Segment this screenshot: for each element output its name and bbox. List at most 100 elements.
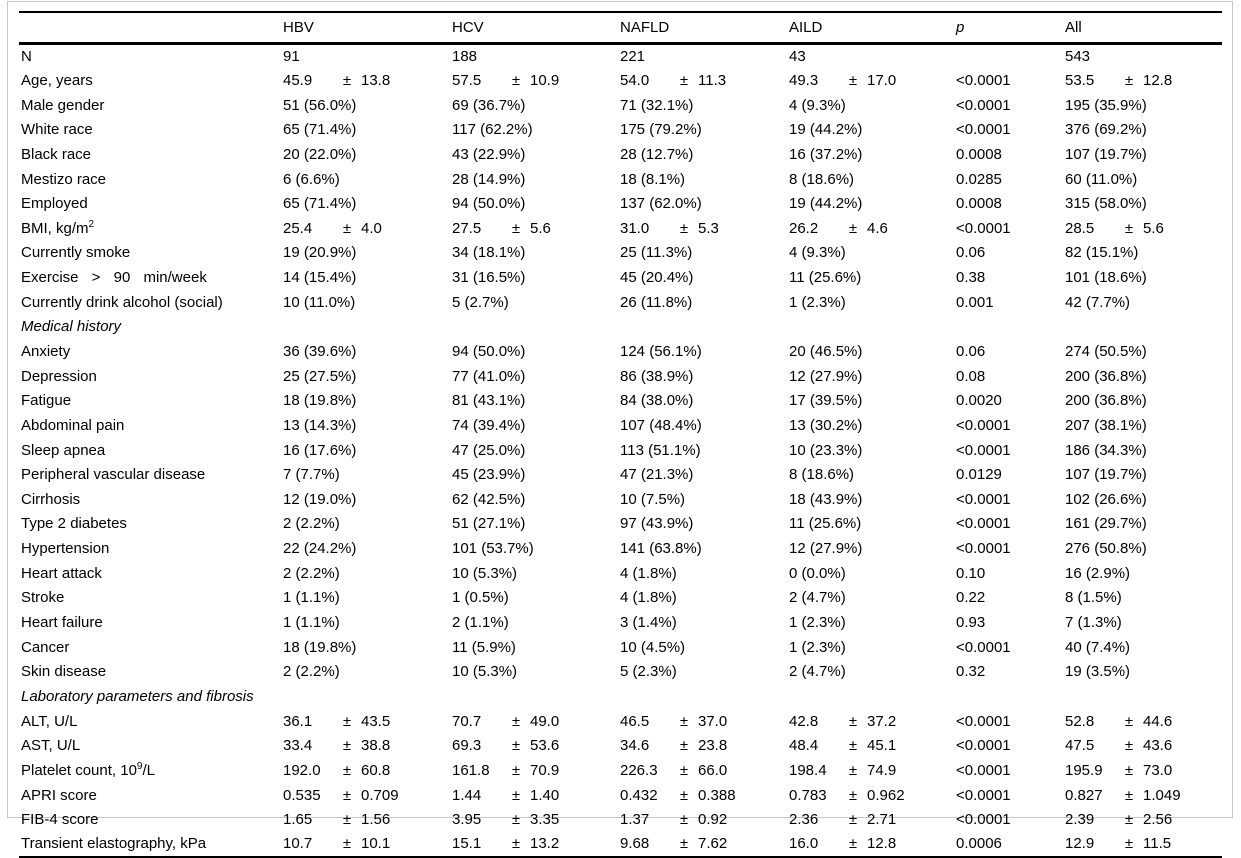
cell-hcv: 10 (5.3%) xyxy=(452,663,518,681)
mean-sd-value: 34.6 ±23.8 xyxy=(620,737,727,754)
cell-hcv: 57.5 ±10.9 xyxy=(452,68,620,93)
row-label: Type 2 diabetes xyxy=(21,515,127,533)
sd-value: 74.9 xyxy=(867,761,897,779)
cell-all: 28.5 ±5.6 xyxy=(1065,216,1222,241)
plus-minus-sign: ± xyxy=(848,219,858,237)
cell-aild: 12 (27.9%) xyxy=(789,540,863,558)
column-header-rowlabel xyxy=(19,12,283,45)
row-label: Black race xyxy=(21,145,92,163)
cell-nafld: 34.6 ±23.8 xyxy=(620,733,789,758)
mean-value: 195.9 xyxy=(1065,761,1103,779)
cell-aild: 11 (25.6%) xyxy=(789,269,862,287)
cell-p: <0.0001 xyxy=(956,121,1011,139)
plus-minus-sign: ± xyxy=(342,712,352,730)
cell-hcv: 34 (18.1%) xyxy=(452,244,526,262)
mean-sd-value: 2.39 ±2.56 xyxy=(1065,811,1172,828)
row-label: Platelet count, 109/L xyxy=(21,760,155,779)
sd-value: 2.71 xyxy=(867,811,897,829)
mean-sd-value: 52.8 ±44.6 xyxy=(1065,713,1172,730)
cell-hbv: 2 (2.2%) xyxy=(283,564,340,582)
mean-sd-value: 27.5 ±5.6 xyxy=(452,220,551,237)
cell-all: 53.5 ±12.8 xyxy=(1065,68,1222,93)
cell-aild: 11 (25.6%) xyxy=(789,515,862,533)
cell-p: <0.0001 xyxy=(956,638,1011,656)
mean-value: 161.8 xyxy=(452,761,490,779)
cell-all: 40 (7.4%) xyxy=(1065,638,1131,656)
cell-hbv: 65 (71.4%) xyxy=(283,121,357,139)
cell-all: 8 (1.5%) xyxy=(1065,589,1122,607)
plus-minus-sign: ± xyxy=(848,811,858,829)
plus-minus-sign: ± xyxy=(511,219,521,237)
cell-hcv: 1.44 ±1.40 xyxy=(452,783,620,808)
cell-hcv: 51 (27.1%) xyxy=(452,515,526,533)
table-row: White race 65 (71.4%) 117 (62.2%) 175 (79.2… xyxy=(19,117,1222,142)
sd-value: 44.6 xyxy=(1143,712,1173,730)
cell-p: 0.06 xyxy=(956,244,986,262)
mean-value: 47.5 xyxy=(1065,737,1095,755)
row-label: Sleep apnea xyxy=(21,441,106,459)
mean-value: 49.3 xyxy=(789,71,819,89)
cell-aild: 26.2 ±4.6 xyxy=(789,216,956,241)
sd-value: 1.40 xyxy=(530,786,560,804)
cell-p: <0.0001 xyxy=(956,515,1011,533)
plus-minus-sign: ± xyxy=(1124,737,1134,755)
cell-p: 0.22 xyxy=(956,589,986,607)
mean-value: 3.95 xyxy=(452,811,482,829)
cell-nafld: 221 xyxy=(620,48,646,66)
sd-value: 5.6 xyxy=(1143,219,1164,237)
cell-p: <0.0001 xyxy=(956,737,1011,755)
sd-value: 5.6 xyxy=(530,219,551,237)
cell-all: 42 (7.7%) xyxy=(1065,293,1131,311)
cell-p: <0.0001 xyxy=(956,490,1011,508)
cell-all: 16 (2.9%) xyxy=(1065,564,1131,582)
mean-value: 48.4 xyxy=(789,737,819,755)
cell-hbv: 18 (19.8%) xyxy=(283,638,357,656)
cell-hcv: 31 (16.5%) xyxy=(452,269,526,287)
sd-value: 11.5 xyxy=(1143,835,1172,853)
sd-value: 12.8 xyxy=(1143,71,1173,89)
cell-all: 195 (35.9%) xyxy=(1065,96,1147,114)
cell-p: 0.001 xyxy=(956,293,994,311)
plus-minus-sign: ± xyxy=(342,71,352,89)
sd-value: 60.8 xyxy=(361,761,391,779)
plus-minus-sign: ± xyxy=(848,71,858,89)
cell-p xyxy=(956,44,1065,69)
cell-aild: 0 (0.0%) xyxy=(789,564,846,582)
row-label: Abdominal pain xyxy=(21,416,125,434)
cell-hbv: 6 (6.6%) xyxy=(283,170,340,188)
sd-value: 49.0 xyxy=(530,712,560,730)
row-label: Depression xyxy=(21,367,97,385)
mean-value: 27.5 xyxy=(452,219,482,237)
cell-all: 200 (36.8%) xyxy=(1065,392,1147,410)
cell-hbv: 10.7 ±10.1 xyxy=(283,832,452,857)
sd-value: 17.0 xyxy=(867,71,897,89)
cell-nafld: 10 (7.5%) xyxy=(620,490,686,508)
cell-p: <0.0001 xyxy=(956,416,1011,434)
table-row: BMI, kg/m2 25.4 ±4.0 27.5 ±5.6 31.0 ±5.3 26.2 ±4… xyxy=(19,216,1222,241)
cell-all: 161 (29.7%) xyxy=(1065,515,1147,533)
mean-value: 57.5 xyxy=(452,71,482,89)
mean-value: 34.6 xyxy=(620,737,650,755)
cell-hbv: 1 (1.1%) xyxy=(283,589,340,607)
cell-hcv: 69.3 ±53.6 xyxy=(452,733,620,758)
cell-hbv: 12 (19.0%) xyxy=(283,490,357,508)
row-label: Fatigue xyxy=(21,392,72,410)
cell-hbv: 20 (22.0%) xyxy=(283,145,357,163)
section-label: Medical history xyxy=(21,318,122,336)
row-label: Heart attack xyxy=(21,564,102,582)
cell-hbv: 19 (20.9%) xyxy=(283,244,357,262)
cell-nafld: 71 (32.1%) xyxy=(620,96,694,114)
cell-hbv: 7 (7.7%) xyxy=(283,466,340,484)
cell-hbv: 14 (15.4%) xyxy=(283,269,357,287)
cell-hbv: 45.9 ±13.8 xyxy=(283,68,452,93)
cell-hbv: 25.4 ±4.0 xyxy=(283,216,452,241)
column-header-hcv: HCV xyxy=(452,12,620,45)
plus-minus-sign: ± xyxy=(1124,712,1134,730)
mean-sd-value: 33.4 ±38.8 xyxy=(283,737,390,754)
cell-nafld: 46.5 ±37.0 xyxy=(620,709,789,734)
sd-value: 53.6 xyxy=(530,737,560,755)
table-row: Fatigue 18 (19.8%) 81 (43.1%) 84 (38.0%) 17 … xyxy=(19,388,1222,413)
cell-nafld: 97 (43.9%) xyxy=(620,515,694,533)
header-row: HBV HCV NAFLD AILD p All xyxy=(19,12,1222,45)
cell-hcv: 70.7 ±49.0 xyxy=(452,709,620,734)
